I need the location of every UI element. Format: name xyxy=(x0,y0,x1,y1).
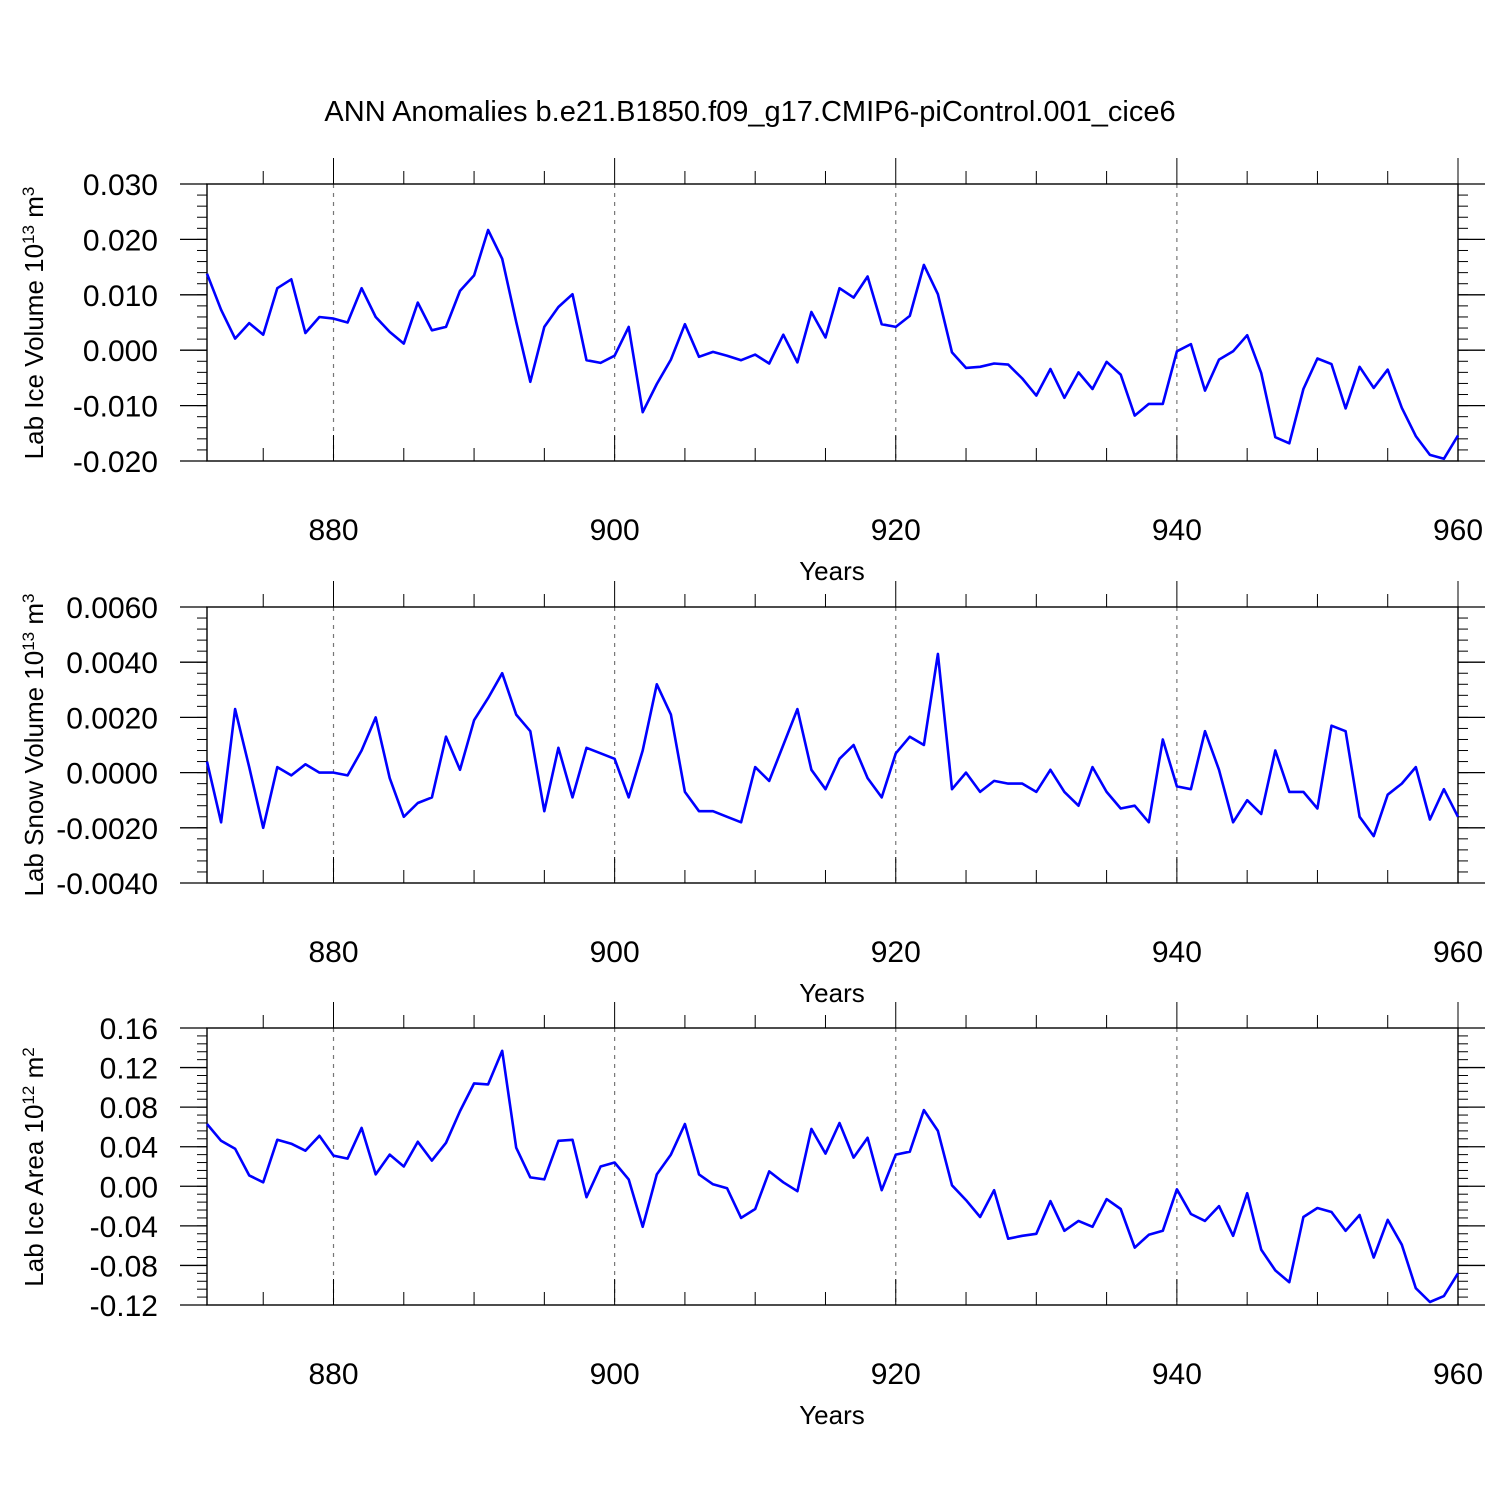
x-tick-label: 940 xyxy=(1152,1358,1202,1391)
x-axis-label: Years xyxy=(799,978,865,1008)
x-tick-label: 900 xyxy=(590,936,640,969)
plot-frame xyxy=(206,183,1459,462)
panels: 0.030 0.020 0.010 0.000 -0.010 -0.020 880 900 92… xyxy=(19,158,1485,1430)
y-tick-label: 0.010 xyxy=(83,280,158,313)
y-tick-label: -0.0040 xyxy=(56,868,158,901)
series-line xyxy=(205,652,1460,838)
y-tick-label: 0.0040 xyxy=(66,647,158,680)
x-tick-label: 920 xyxy=(871,514,921,547)
plot-frame xyxy=(206,606,1459,884)
x-tick-label: 940 xyxy=(1152,936,1202,969)
y-tick-label: 0.000 xyxy=(83,335,158,368)
y-tick-label: 0.08 xyxy=(100,1092,158,1125)
y-axis-label: Lab Snow Volume 1013 m3 xyxy=(19,593,50,896)
panel-3: 0.16 0.12 0.08 0.04 0.00 -0.04 -0.08 -0.12 880 90… xyxy=(19,1002,1485,1430)
y-tick-label: -0.04 xyxy=(90,1211,158,1244)
y-tick-label: 0.04 xyxy=(100,1132,158,1165)
y-tick-label: 0.030 xyxy=(83,169,158,202)
x-tick-label: 960 xyxy=(1433,1358,1483,1391)
panel-1: 0.030 0.020 0.010 0.000 -0.010 -0.020 880 900 92… xyxy=(19,158,1485,586)
chart-title: ANN Anomalies b.e21.B1850.f09_g17.CMIP6-… xyxy=(324,96,1175,128)
y-tick-label: -0.010 xyxy=(73,391,158,424)
y-tick-label: 0.020 xyxy=(83,224,158,257)
y-tick-label: -0.020 xyxy=(73,446,158,479)
x-axis-label: Years xyxy=(799,556,865,586)
y-axis-label: Lab Ice Area 1012 m2 xyxy=(19,1047,50,1286)
y-tick-label: 0.0020 xyxy=(66,702,158,735)
x-tick-label: 880 xyxy=(308,1358,358,1391)
y-tick-label: -0.08 xyxy=(90,1250,158,1283)
y-tick-label: 0.0000 xyxy=(66,758,158,791)
x-tick-label: 880 xyxy=(308,936,358,969)
panel-2: 0.0060 0.0040 0.0020 0.0000 -0.0020 -0.0040 88… xyxy=(19,581,1485,1008)
x-tick-label: 940 xyxy=(1152,514,1202,547)
x-tick-label: 900 xyxy=(590,1358,640,1391)
x-axis-label: Years xyxy=(799,1400,865,1430)
y-tick-label: -0.0020 xyxy=(56,813,158,846)
x-tick-label: 900 xyxy=(590,514,640,547)
series-line xyxy=(206,1049,1460,1304)
y-tick-label: 0.16 xyxy=(100,1013,158,1046)
y-tick-label: 0.12 xyxy=(100,1053,158,1086)
x-tick-label: 960 xyxy=(1433,936,1483,969)
y-axis-label: Lab Ice Volume 1013 m3 xyxy=(19,187,50,460)
y-tick-label: 0.00 xyxy=(100,1171,158,1204)
series-line xyxy=(205,228,1460,461)
y-tick-label: 0.0060 xyxy=(66,592,158,625)
x-tick-label: 880 xyxy=(308,514,358,547)
plot-frame xyxy=(206,1027,1459,1306)
y-tick-label: -0.12 xyxy=(90,1290,158,1323)
x-tick-label: 960 xyxy=(1433,514,1483,547)
x-tick-label: 920 xyxy=(871,1358,921,1391)
x-tick-label: 920 xyxy=(871,936,921,969)
